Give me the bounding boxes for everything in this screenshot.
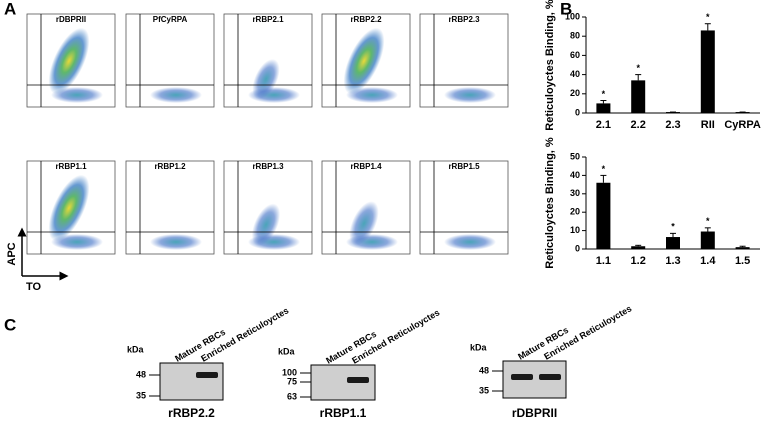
y-tick-label: 0 [575, 243, 580, 253]
panel-label: A [4, 0, 16, 18]
bar [735, 247, 750, 249]
band [539, 374, 561, 380]
marker-label: 48 [479, 365, 489, 375]
x-tick-label: 1.5 [735, 255, 750, 267]
cell-cloud [349, 201, 379, 246]
marker-label: 35 [479, 385, 489, 395]
bar [700, 30, 715, 113]
unit-label: kDa [470, 342, 488, 352]
unit-label: kDa [278, 346, 296, 356]
blot [159, 362, 224, 401]
significance-mark: * [671, 222, 675, 232]
x-tick-label: 2.1 [596, 119, 611, 131]
y-tick-label: 40 [570, 170, 580, 180]
marker-label: 63 [287, 391, 297, 401]
x-tick-label: 1.4 [700, 255, 716, 267]
bar [631, 246, 646, 249]
y-tick-label: 10 [570, 225, 580, 235]
band [347, 377, 369, 383]
band [511, 374, 533, 380]
bar [631, 80, 646, 113]
y-axis-label: Reticuloyctes Binding, % [544, 0, 556, 131]
x-tick-label: RII [701, 119, 715, 131]
cell-cloud [48, 174, 90, 242]
panel-label: C [4, 315, 16, 334]
marker-label: 48 [136, 369, 146, 379]
y-tick-label: 20 [570, 207, 580, 217]
y-tick-label: 80 [570, 31, 580, 41]
band [196, 372, 218, 378]
bar [666, 237, 680, 249]
y-tick-label: 30 [570, 188, 580, 198]
y-tick-label: 20 [570, 88, 580, 98]
significance-mark: * [706, 216, 710, 226]
y-tick-label: 0 [575, 107, 580, 117]
significance-mark: * [602, 89, 606, 99]
significance-mark: * [602, 164, 606, 174]
cell-cloud [444, 87, 496, 103]
flow-title: rRBP1.4 [350, 162, 382, 171]
y-tick-label: 100 [565, 11, 580, 21]
flow-title: rRBP1.5 [448, 162, 480, 171]
flow-title: PfCyRPA [153, 15, 188, 24]
marker-label: 75 [287, 376, 297, 386]
significance-mark: * [636, 63, 640, 73]
x-tick-label: 2.2 [631, 119, 646, 131]
cell-cloud [252, 58, 280, 100]
marker-label: 100 [282, 367, 297, 377]
axis-label: TO [26, 281, 42, 293]
cell-cloud [343, 27, 385, 95]
blot-caption: rRBP1.1 [320, 406, 367, 420]
flow-title: rDBPRII [56, 15, 86, 24]
unit-label: kDa [127, 344, 145, 354]
blot-caption: rDBPRII [512, 406, 557, 420]
cell-cloud [444, 234, 496, 250]
y-tick-label: 40 [570, 69, 580, 79]
flow-title: rRBP2.2 [350, 15, 382, 24]
flow-title: rRBP2.3 [448, 15, 480, 24]
blot-caption: rRBP2.2 [168, 406, 215, 420]
marker-label: 35 [136, 390, 146, 400]
significance-mark: * [706, 12, 710, 22]
x-tick-label: 1.2 [631, 255, 646, 267]
bar [596, 182, 611, 249]
x-tick-label: 2.3 [665, 119, 680, 131]
y-tick-label: 50 [570, 151, 580, 161]
cell-cloud [150, 87, 202, 103]
axis-label: APC [6, 242, 18, 265]
x-tick-label: CyRPA [724, 119, 761, 131]
y-axis-label: Reticuloyctes Binding, % [544, 137, 556, 269]
flow-title: rRBP1.2 [154, 162, 186, 171]
x-tick-label: 1.1 [596, 255, 611, 267]
x-tick-label: 1.3 [665, 255, 680, 267]
y-tick-label: 60 [570, 50, 580, 60]
panel-label: B [560, 0, 572, 18]
cell-cloud [150, 234, 202, 250]
bar [700, 231, 715, 249]
bar [596, 103, 611, 113]
cell-cloud [251, 203, 281, 247]
flow-title: rRBP1.3 [252, 162, 284, 171]
cell-cloud [48, 27, 90, 95]
flow-title: rRBP2.1 [252, 15, 284, 24]
flow-title: rRBP1.1 [55, 162, 87, 171]
